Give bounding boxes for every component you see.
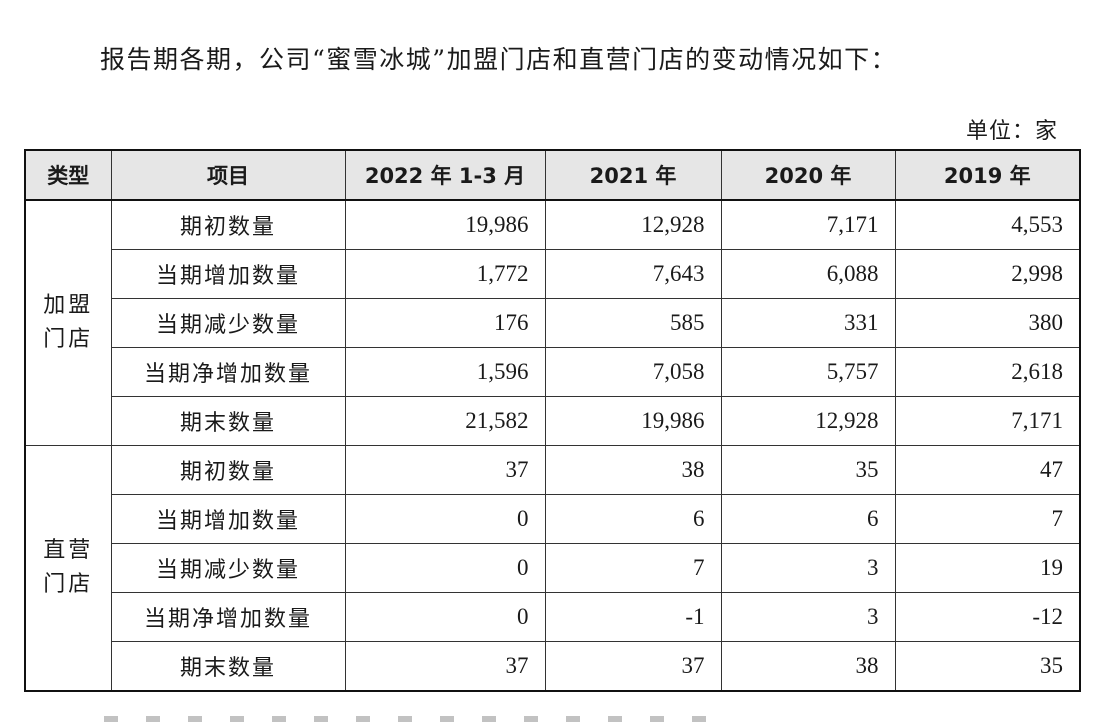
value-cell: 380 bbox=[894, 298, 1081, 348]
value-cell: 0 bbox=[344, 543, 546, 593]
value-cell: 7,058 bbox=[544, 347, 722, 397]
table-row: 当期增加数量 0 6 6 7 bbox=[25, 494, 1081, 544]
value-cell: 5,757 bbox=[720, 347, 896, 397]
value-cell: 0 bbox=[344, 592, 546, 642]
table-row: 期末数量 37 37 38 35 bbox=[25, 641, 1081, 692]
value-cell: 3 bbox=[720, 543, 896, 593]
value-cell: 38 bbox=[720, 641, 896, 692]
value-cell: 6 bbox=[720, 494, 896, 544]
value-cell: -1 bbox=[544, 592, 722, 642]
value-cell: 6,088 bbox=[720, 249, 896, 299]
header-2020: 2020 年 bbox=[720, 149, 896, 201]
value-cell: 7 bbox=[894, 494, 1081, 544]
value-cell: 7 bbox=[544, 543, 722, 593]
value-cell: 176 bbox=[344, 298, 546, 348]
value-cell: 3 bbox=[720, 592, 896, 642]
header-type: 类型 bbox=[24, 149, 112, 201]
value-cell: 2,618 bbox=[894, 347, 1081, 397]
value-cell: -12 bbox=[894, 592, 1081, 642]
item-cell: 当期增加数量 bbox=[110, 249, 346, 299]
value-cell: 19,986 bbox=[344, 199, 546, 250]
header-2021: 2021 年 bbox=[544, 149, 722, 201]
cut-off-text-line bbox=[104, 716, 724, 722]
value-cell: 7,643 bbox=[544, 249, 722, 299]
value-cell: 7,171 bbox=[720, 199, 896, 250]
value-cell: 35 bbox=[894, 641, 1081, 692]
table-row: 直营门店 期初数量 37 38 35 47 bbox=[24, 445, 1081, 692]
value-cell: 6 bbox=[544, 494, 722, 544]
intro-paragraph: 报告期各期，公司“蜜雪冰城”加盟门店和直营门店的变动情况如下： bbox=[100, 45, 898, 74]
item-cell: 期末数量 bbox=[110, 641, 346, 692]
header-item: 项目 bbox=[110, 149, 346, 201]
header-2022q1: 2022 年 1-3 月 bbox=[344, 149, 546, 201]
item-cell: 期初数量 bbox=[110, 445, 346, 495]
table-row: 当期增加数量 1,772 7,643 6,088 2,998 bbox=[25, 249, 1081, 299]
value-cell: 331 bbox=[720, 298, 896, 348]
table-row: 期末数量 21,582 19,986 12,928 7,171 bbox=[25, 396, 1081, 446]
item-cell: 当期增加数量 bbox=[110, 494, 346, 544]
value-cell: 19,986 bbox=[544, 396, 722, 446]
table-row: 当期净增加数量 1,596 7,058 5,757 2,618 bbox=[25, 347, 1081, 397]
value-cell: 19 bbox=[894, 543, 1081, 593]
item-cell: 当期减少数量 bbox=[110, 543, 346, 593]
table-header-row: 类型 项目 2022 年 1-3 月 2021 年 2020 年 2019 年 bbox=[24, 149, 1081, 201]
value-cell: 35 bbox=[720, 445, 896, 495]
table-row: 当期净增加数量 0 -1 3 -12 bbox=[25, 592, 1081, 642]
item-cell: 期初数量 bbox=[110, 199, 346, 250]
table-row: 当期减少数量 0 7 3 19 bbox=[25, 543, 1081, 593]
type-cell-franchise: 加盟门店 bbox=[24, 199, 112, 446]
value-cell: 37 bbox=[344, 641, 546, 692]
item-cell: 当期净增加数量 bbox=[110, 347, 346, 397]
value-cell: 2,998 bbox=[894, 249, 1081, 299]
value-cell: 1,596 bbox=[344, 347, 546, 397]
item-cell: 当期减少数量 bbox=[110, 298, 346, 348]
unit-label: 单位：家 bbox=[965, 119, 1058, 144]
value-cell: 37 bbox=[344, 445, 546, 495]
value-cell: 47 bbox=[894, 445, 1081, 495]
type-cell-direct: 直营门店 bbox=[24, 445, 112, 692]
value-cell: 21,582 bbox=[344, 396, 546, 446]
item-cell: 当期净增加数量 bbox=[110, 592, 346, 642]
header-2019: 2019 年 bbox=[894, 149, 1081, 201]
table-row: 加盟门店 期初数量 19,986 12,928 7,171 4,553 bbox=[24, 199, 1081, 446]
value-cell: 38 bbox=[544, 445, 722, 495]
value-cell: 37 bbox=[544, 641, 722, 692]
value-cell: 12,928 bbox=[544, 199, 722, 250]
value-cell: 0 bbox=[344, 494, 546, 544]
item-cell: 期末数量 bbox=[110, 396, 346, 446]
value-cell: 585 bbox=[544, 298, 722, 348]
value-cell: 12,928 bbox=[720, 396, 896, 446]
value-cell: 4,553 bbox=[894, 199, 1081, 250]
store-change-table: 类型 项目 2022 年 1-3 月 2021 年 2020 年 2019 年 … bbox=[24, 149, 1081, 692]
value-cell: 7,171 bbox=[894, 396, 1081, 446]
table-row: 当期减少数量 176 585 331 380 bbox=[25, 298, 1081, 348]
value-cell: 1,772 bbox=[344, 249, 546, 299]
